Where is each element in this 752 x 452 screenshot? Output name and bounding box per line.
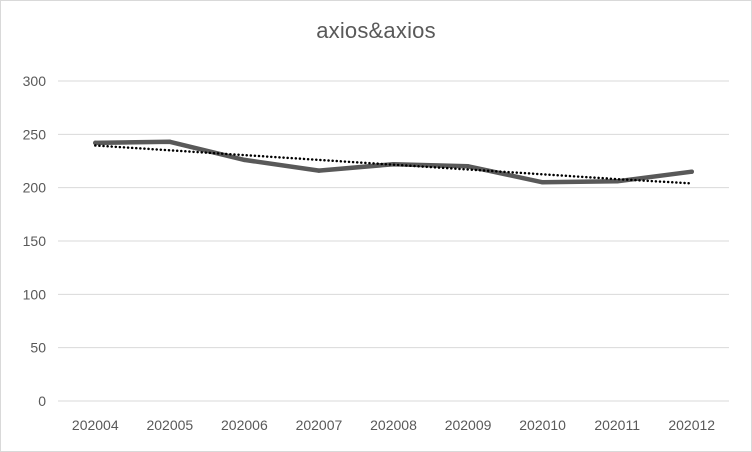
- x-tick-label: 202007: [296, 417, 343, 433]
- x-axis-ticks: 202004 202005 202006 202007 202008 202009 2020…: [72, 417, 715, 433]
- data-point: [465, 164, 471, 169]
- data-point: [242, 157, 247, 163]
- y-tick-label: 0: [38, 393, 46, 409]
- chart-title: axios&axios: [316, 18, 436, 43]
- x-tick-label: 202008: [370, 417, 417, 433]
- x-tick-label: 202005: [146, 417, 193, 433]
- x-tick-label: 202009: [445, 417, 492, 433]
- y-tick-label: 150: [23, 233, 47, 249]
- x-tick-label: 202011: [594, 417, 640, 433]
- y-tick-label: 250: [23, 126, 47, 142]
- data-point: [689, 169, 694, 174]
- x-tick-label: 202012: [668, 417, 715, 433]
- gridlines: [58, 80, 729, 402]
- x-tick-label: 202004: [72, 417, 119, 433]
- series-lines: [93, 139, 694, 185]
- data-point: [540, 180, 545, 185]
- trendline: [94, 144, 693, 185]
- x-tick-label: 202006: [221, 417, 268, 433]
- data-point: [316, 168, 322, 173]
- y-tick-label: 50: [30, 340, 46, 356]
- data-point: [93, 140, 98, 146]
- y-tick-label: 100: [23, 286, 47, 302]
- y-axis-ticks: 0 50 100 150 200 250 300: [23, 73, 47, 409]
- y-tick-label: 200: [23, 180, 47, 196]
- y-tick-label: 300: [23, 73, 47, 89]
- x-tick-label: 202010: [519, 417, 566, 433]
- data-point: [167, 139, 173, 144]
